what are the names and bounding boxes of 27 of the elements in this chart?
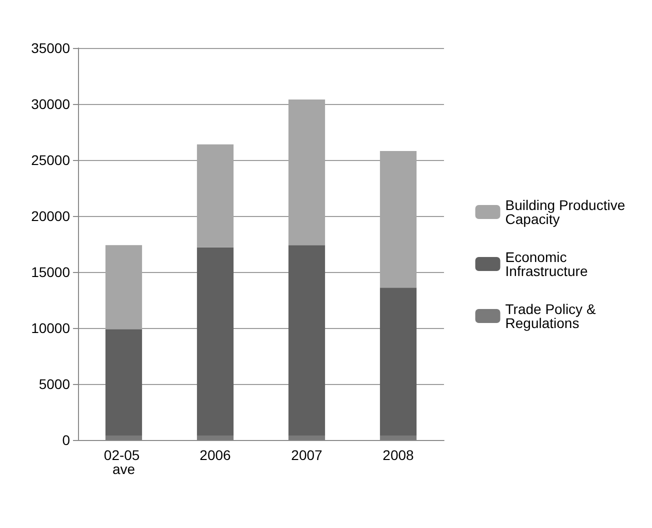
- y-tick-label: 10000: [31, 320, 70, 336]
- y-tick-label: 25000: [31, 152, 70, 168]
- bar: [380, 288, 417, 436]
- x-tick-label: 2008: [382, 447, 414, 463]
- bar: [196, 436, 234, 440]
- y-tick-label: 30000: [31, 96, 70, 112]
- bar: [105, 245, 142, 330]
- bar: [288, 436, 326, 440]
- x-tick-label: 2006: [200, 447, 232, 463]
- bar: [196, 144, 234, 248]
- y-tick-label: 20000: [31, 208, 70, 224]
- y-tick-label: 15000: [31, 264, 70, 280]
- x-tick-label: 2007: [291, 447, 323, 463]
- legend-label: Economic Infrastructure: [505, 249, 588, 279]
- bar: [288, 245, 326, 436]
- y-tick-label: 35000: [31, 40, 70, 56]
- bar: [105, 436, 142, 440]
- legend-label: Building Productive Capacity: [505, 197, 630, 227]
- legend-label: Trade Policy & Regulations: [505, 301, 600, 331]
- y-tick-label: 0: [62, 432, 70, 448]
- y-tick-label: 5000: [38, 376, 70, 392]
- bar: [380, 151, 417, 288]
- bar: [380, 436, 417, 440]
- bar: [196, 247, 234, 436]
- bar: [105, 329, 142, 436]
- bar: [288, 100, 326, 246]
- x-tick-label: 02-05 ave: [104, 447, 144, 477]
